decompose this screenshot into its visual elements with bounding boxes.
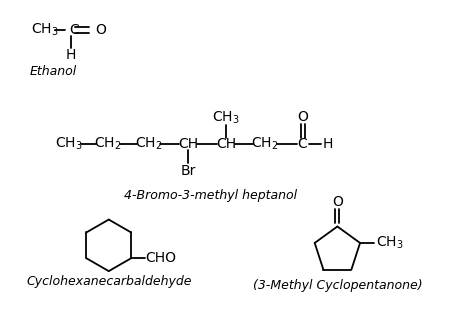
Text: (3-Methyl Cyclopentanone): (3-Methyl Cyclopentanone) bbox=[253, 279, 422, 292]
Text: CH: CH bbox=[216, 137, 236, 151]
Text: CH$_2$: CH$_2$ bbox=[135, 136, 162, 152]
Text: 4-Bromo-3-methyl heptanol: 4-Bromo-3-methyl heptanol bbox=[124, 189, 297, 202]
Text: CH$_3$: CH$_3$ bbox=[55, 136, 83, 152]
Text: O: O bbox=[332, 195, 343, 209]
Text: C: C bbox=[69, 23, 79, 37]
Text: H: H bbox=[322, 137, 333, 151]
Text: H: H bbox=[66, 48, 76, 62]
Text: CH$_2$: CH$_2$ bbox=[251, 136, 278, 152]
Text: CH$_2$: CH$_2$ bbox=[94, 136, 122, 152]
Text: Ethanol: Ethanol bbox=[29, 65, 76, 78]
Text: Br: Br bbox=[181, 164, 196, 178]
Text: CH$_3$: CH$_3$ bbox=[376, 235, 404, 251]
Text: C: C bbox=[298, 137, 307, 151]
Text: O: O bbox=[297, 111, 308, 125]
Text: CH: CH bbox=[178, 137, 198, 151]
Text: Cyclohexanecarbaldehyde: Cyclohexanecarbaldehyde bbox=[26, 275, 191, 288]
Text: CH$_3$: CH$_3$ bbox=[31, 22, 59, 38]
Text: CH$_3$: CH$_3$ bbox=[212, 109, 240, 126]
Text: CHO: CHO bbox=[146, 251, 176, 265]
Text: O: O bbox=[95, 23, 106, 37]
